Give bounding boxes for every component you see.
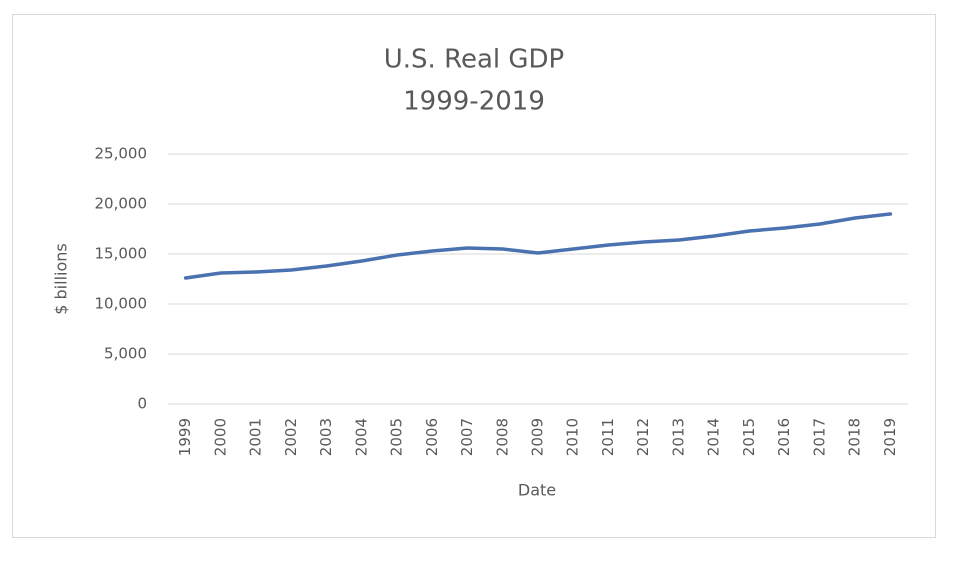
- x-tick-label: 2009: [529, 418, 547, 456]
- x-tick-label: 2007: [458, 418, 476, 456]
- y-tick-label: 0: [137, 395, 147, 413]
- x-tick-label: 2012: [634, 418, 652, 456]
- y-axis-label: $ billions: [52, 243, 71, 314]
- data-line: [183, 212, 893, 280]
- x-tick-label: 2013: [669, 418, 687, 456]
- x-tick-label: 2017: [810, 418, 828, 456]
- x-tick-label: 2004: [352, 418, 370, 456]
- x-tick-label: 2003: [317, 418, 335, 456]
- x-tick-label: 2001: [247, 418, 265, 456]
- chart-frame: [12, 14, 936, 538]
- x-tick-label: 2006: [423, 418, 441, 456]
- x-tick-label: 1999: [176, 418, 194, 456]
- x-tick-label: 2005: [388, 418, 406, 456]
- y-tick-label: 20,000: [95, 195, 148, 213]
- x-tick-label: 2019: [881, 418, 899, 456]
- x-tick-label: 2018: [846, 418, 864, 456]
- x-tick-label: 2011: [599, 418, 617, 456]
- x-tick-label: 2015: [740, 418, 758, 456]
- x-axis-label: Date: [518, 481, 556, 500]
- y-tick-label: 25,000: [95, 145, 148, 163]
- x-tick-label: 2002: [282, 418, 300, 456]
- x-tick-label: 2008: [493, 418, 511, 456]
- x-tick-label: 2016: [775, 418, 793, 456]
- chart-subtitle: 1999-2019: [403, 87, 545, 117]
- y-tick-label: 15,000: [95, 245, 148, 263]
- x-tick-label: 2014: [705, 418, 723, 456]
- y-tick-label: 10,000: [95, 295, 148, 313]
- x-tick-label: 2000: [211, 418, 229, 456]
- chart-title: U.S. Real GDP: [384, 45, 565, 75]
- y-tick-label: 5,000: [104, 345, 147, 363]
- x-tick-label: 2010: [564, 418, 582, 456]
